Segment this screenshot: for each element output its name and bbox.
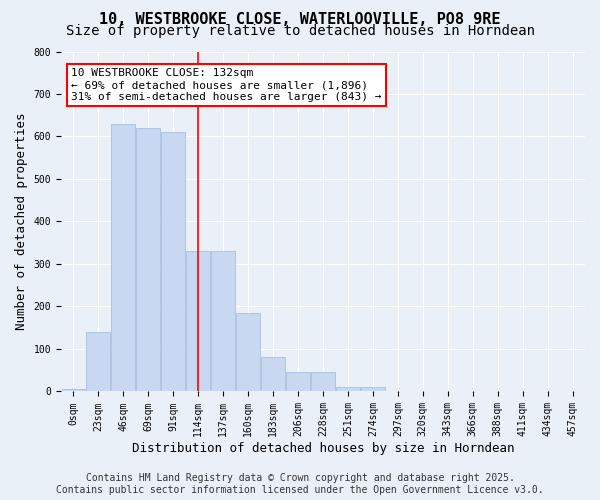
Text: 10, WESTBROOKE CLOSE, WATERLOOVILLE, PO8 9RE: 10, WESTBROOKE CLOSE, WATERLOOVILLE, PO8… xyxy=(99,12,501,28)
Bar xyxy=(236,313,260,392)
Bar xyxy=(112,124,135,392)
Bar xyxy=(136,128,160,392)
Y-axis label: Number of detached properties: Number of detached properties xyxy=(15,112,28,330)
Bar xyxy=(187,251,210,392)
Bar xyxy=(336,387,360,392)
Text: 10 WESTBROOKE CLOSE: 132sqm
← 69% of detached houses are smaller (1,896)
31% of : 10 WESTBROOKE CLOSE: 132sqm ← 69% of det… xyxy=(71,68,382,102)
X-axis label: Distribution of detached houses by size in Horndean: Distribution of detached houses by size … xyxy=(132,442,514,455)
Bar xyxy=(311,372,335,392)
Bar xyxy=(161,132,185,392)
Bar xyxy=(62,390,85,392)
Text: Size of property relative to detached houses in Horndean: Size of property relative to detached ho… xyxy=(65,24,535,38)
Bar xyxy=(261,358,285,392)
Bar xyxy=(286,372,310,392)
Bar xyxy=(211,251,235,392)
Text: Contains HM Land Registry data © Crown copyright and database right 2025.
Contai: Contains HM Land Registry data © Crown c… xyxy=(56,474,544,495)
Bar xyxy=(86,332,110,392)
Bar xyxy=(361,387,385,392)
